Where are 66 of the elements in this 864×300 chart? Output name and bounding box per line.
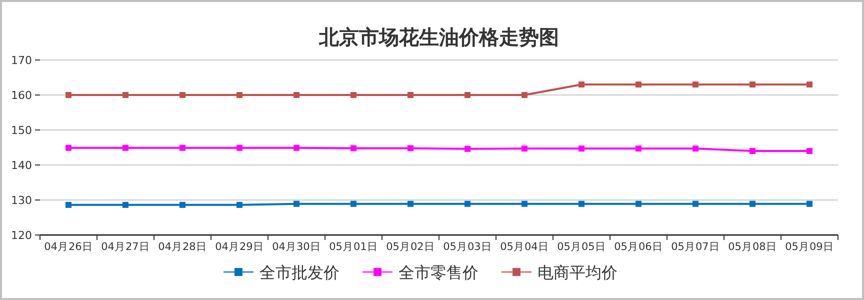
x-tick-label: 04月29日 <box>215 241 264 253</box>
point <box>180 202 186 208</box>
point <box>464 200 470 207</box>
y-tick-label: 130 <box>11 194 32 207</box>
x-tick-label: 04月28日 <box>158 241 207 253</box>
x-tick-label: 05月05日 <box>557 241 606 253</box>
point <box>408 200 414 207</box>
point <box>66 144 72 151</box>
y-tick-label: 140 <box>11 159 32 172</box>
point <box>236 202 242 208</box>
point <box>350 200 356 207</box>
point <box>578 82 584 88</box>
point <box>578 146 584 152</box>
x-tick-label: 04月26日 <box>44 241 93 253</box>
point <box>636 200 642 207</box>
point <box>636 146 642 152</box>
point <box>806 148 812 154</box>
x-tick-label: 05月08日 <box>728 241 777 253</box>
point <box>350 145 356 152</box>
legend-label: 电商平均价 <box>538 263 618 282</box>
point <box>236 144 242 151</box>
x-tick-label: 05月07日 <box>671 241 720 253</box>
legend-label: 全市批发价 <box>260 263 340 282</box>
point <box>408 145 414 152</box>
point <box>294 92 300 98</box>
point <box>806 82 812 88</box>
point <box>408 92 414 98</box>
y-tick-label: 120 <box>11 229 32 242</box>
x-tick-label: 04月30日 <box>272 241 321 253</box>
chart-title: 北京市场花生油价格走势图 <box>318 25 559 49</box>
point <box>750 148 756 154</box>
point <box>522 200 528 207</box>
point <box>750 200 756 207</box>
x-tick-label: 04月27日 <box>101 241 150 253</box>
point <box>294 144 300 151</box>
y-tick-label: 160 <box>11 89 32 102</box>
x-tick-label: 05月06日 <box>614 241 663 253</box>
point <box>122 92 128 98</box>
point <box>180 92 186 98</box>
point <box>692 82 698 88</box>
point <box>294 200 300 207</box>
point <box>122 202 128 208</box>
point <box>350 92 356 98</box>
point <box>464 146 470 152</box>
x-tick-label: 05月02日 <box>386 241 435 253</box>
point <box>578 200 584 207</box>
point <box>750 82 756 88</box>
point <box>66 202 72 208</box>
point <box>806 200 812 207</box>
point <box>180 144 186 151</box>
point <box>522 92 528 98</box>
point <box>236 92 242 98</box>
x-tick-label: 05月03日 <box>443 241 492 253</box>
point <box>522 146 528 152</box>
point <box>636 82 642 88</box>
point <box>464 92 470 98</box>
point <box>692 146 698 152</box>
y-tick-label: 150 <box>11 124 32 137</box>
point <box>66 92 72 98</box>
point <box>692 200 698 207</box>
x-tick-label: 05月04日 <box>500 241 549 253</box>
legend-label: 全市零售价 <box>398 263 478 282</box>
x-tick-label: 05月09日 <box>785 241 834 253</box>
x-tick-label: 05月01日 <box>329 241 378 253</box>
point <box>122 144 128 151</box>
y-tick-label: 170 <box>11 54 32 67</box>
